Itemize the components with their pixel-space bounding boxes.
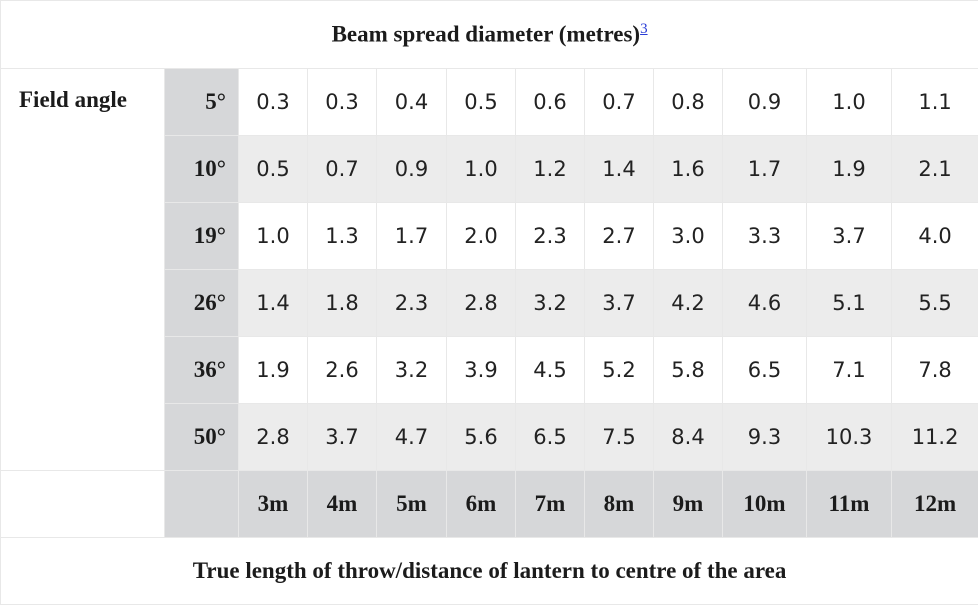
footnote-link[interactable]: 3 — [640, 21, 648, 37]
footer-row: True length of throw/distance of lantern… — [1, 538, 978, 605]
table-footer-caption: True length of throw/distance of lantern… — [1, 538, 978, 605]
value-cell: 1.7 — [723, 136, 807, 203]
value-cell: 1.9 — [239, 337, 308, 404]
value-cell: 5.2 — [585, 337, 654, 404]
value-cell: 0.4 — [377, 69, 447, 136]
value-cell: 3.2 — [377, 337, 447, 404]
empty-cell — [1, 471, 165, 538]
value-cell: 6.5 — [516, 404, 585, 471]
value-cell: 2.7 — [585, 203, 654, 270]
table-title-text: Beam spread diameter (metres) — [332, 22, 641, 47]
value-cell: 3.9 — [447, 337, 516, 404]
value-cell: 5.1 — [807, 270, 892, 337]
value-cell: 0.9 — [723, 69, 807, 136]
value-cell: 2.3 — [516, 203, 585, 270]
value-cell: 1.4 — [239, 270, 308, 337]
title-row: Beam spread diameter (metres)3 — [1, 1, 978, 69]
value-cell: 0.7 — [308, 136, 377, 203]
value-cell: 0.3 — [308, 69, 377, 136]
value-cell: 1.0 — [239, 203, 308, 270]
distance-header-cell: 11m — [807, 471, 892, 538]
value-cell: 5.5 — [892, 270, 978, 337]
value-cell: 4.0 — [892, 203, 978, 270]
value-cell: 1.8 — [308, 270, 377, 337]
value-cell: 0.8 — [654, 69, 723, 136]
value-cell: 5.6 — [447, 404, 516, 471]
value-cell: 1.2 — [516, 136, 585, 203]
value-cell: 2.0 — [447, 203, 516, 270]
footnote-sup: 3 — [640, 21, 648, 37]
value-cell: 0.9 — [377, 136, 447, 203]
value-cell: 1.4 — [585, 136, 654, 203]
angle-header-cell: 36° — [165, 337, 239, 404]
value-cell: 3.7 — [807, 203, 892, 270]
value-cell: 4.7 — [377, 404, 447, 471]
value-cell: 0.6 — [516, 69, 585, 136]
value-cell: 4.5 — [516, 337, 585, 404]
angle-header-cell: 26° — [165, 270, 239, 337]
value-cell: 3.3 — [723, 203, 807, 270]
value-cell: 1.9 — [807, 136, 892, 203]
value-cell: 2.6 — [308, 337, 377, 404]
distance-header-cell: 4m — [308, 471, 377, 538]
value-cell: 1.3 — [308, 203, 377, 270]
value-cell: 11.2 — [892, 404, 978, 471]
value-cell: 7.8 — [892, 337, 978, 404]
value-cell: 7.5 — [585, 404, 654, 471]
value-cell: 3.7 — [585, 270, 654, 337]
value-cell: 0.7 — [585, 69, 654, 136]
value-cell: 1.6 — [654, 136, 723, 203]
empty-header-cell — [165, 471, 239, 538]
value-cell: 4.2 — [654, 270, 723, 337]
distance-header-cell: 12m — [892, 471, 978, 538]
value-cell: 5.8 — [654, 337, 723, 404]
value-cell: 2.8 — [447, 270, 516, 337]
angle-header-cell: 5° — [165, 69, 239, 136]
value-cell: 1.0 — [807, 69, 892, 136]
angle-header-cell: 10° — [165, 136, 239, 203]
angle-header-cell: 50° — [165, 404, 239, 471]
value-cell: 3.2 — [516, 270, 585, 337]
value-cell: 1.1 — [892, 69, 978, 136]
value-cell: 4.6 — [723, 270, 807, 337]
value-cell: 0.3 — [239, 69, 308, 136]
value-cell: 0.5 — [447, 69, 516, 136]
value-cell: 1.7 — [377, 203, 447, 270]
value-cell: 8.4 — [654, 404, 723, 471]
distance-header-cell: 10m — [723, 471, 807, 538]
value-cell: 9.3 — [723, 404, 807, 471]
distance-header-cell: 5m — [377, 471, 447, 538]
angle-header-cell: 19° — [165, 203, 239, 270]
distance-header-cell: 8m — [585, 471, 654, 538]
distance-header-cell: 9m — [654, 471, 723, 538]
table-title: Beam spread diameter (metres)3 — [1, 1, 978, 69]
value-cell: 1.0 — [447, 136, 516, 203]
distance-header-cell: 3m — [239, 471, 308, 538]
value-cell: 2.8 — [239, 404, 308, 471]
value-cell: 0.5 — [239, 136, 308, 203]
value-cell: 6.5 — [723, 337, 807, 404]
value-cell: 10.3 — [807, 404, 892, 471]
value-cell: 7.1 — [807, 337, 892, 404]
value-cell: 3.7 — [308, 404, 377, 471]
field-angle-label: Field angle — [1, 69, 165, 471]
value-cell: 2.3 — [377, 270, 447, 337]
distance-header-cell: 7m — [516, 471, 585, 538]
value-cell: 3.0 — [654, 203, 723, 270]
value-cell: 2.1 — [892, 136, 978, 203]
distance-header-cell: 6m — [447, 471, 516, 538]
